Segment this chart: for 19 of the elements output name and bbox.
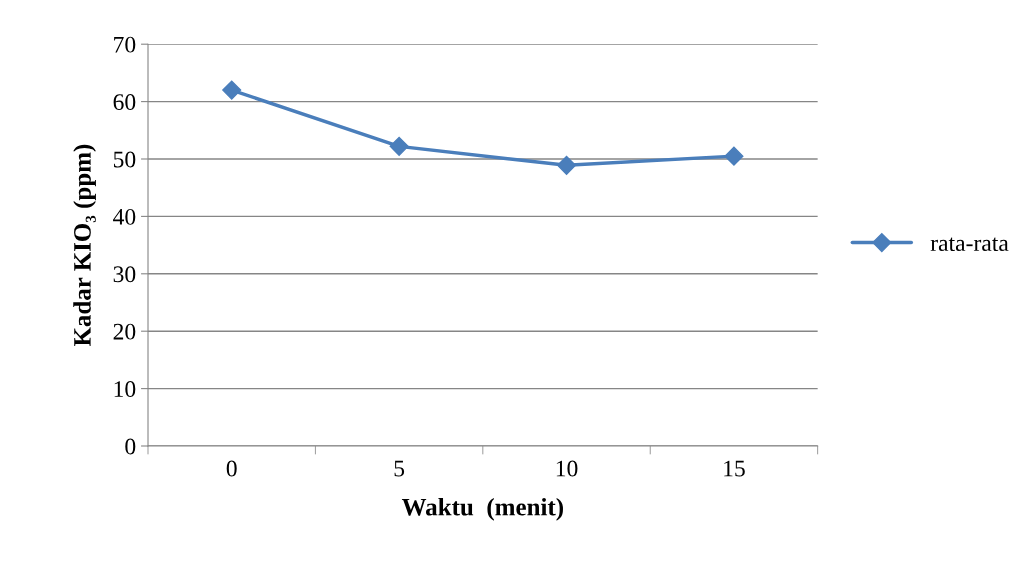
x-tick-label: 15 — [724, 460, 745, 477]
y-axis-title: Kadar KIO₃ (ppm) — [73, 144, 96, 347]
y-tick-label: 20 — [113, 323, 136, 340]
y-tick-label: 50 — [113, 151, 136, 168]
y-tick-label: 30 — [113, 266, 136, 283]
y-tick-label: 60 — [113, 94, 136, 111]
y-tick-label: 70 — [114, 36, 136, 53]
x-tick-label: 0 — [226, 460, 237, 477]
y-tick-label: 10 — [114, 381, 136, 398]
point — [389, 136, 409, 156]
x-axis-title: Waktu (menit) — [401, 497, 563, 521]
point — [222, 80, 242, 100]
y-tick-label: 40 — [113, 208, 136, 225]
y-tick-label: 0 — [125, 438, 136, 455]
legend-label: rata-rata — [930, 237, 1009, 252]
point — [724, 146, 744, 166]
x-tick-label: 10 — [556, 460, 578, 477]
point — [556, 155, 577, 175]
x-tick-label: 5 — [394, 460, 405, 477]
